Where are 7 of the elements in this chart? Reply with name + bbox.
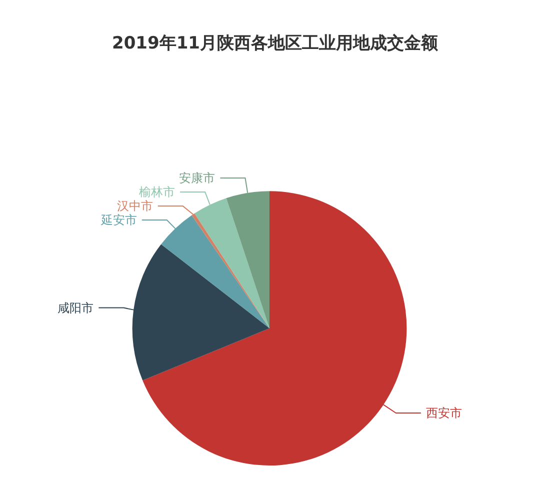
slice-label: 西安市 (426, 406, 462, 420)
slice-label: 榆林市 (139, 185, 176, 200)
slice-label: 汉中市 (116, 199, 153, 214)
chart-title: 2019年11月陕西各地区工业用地成交金额 (112, 34, 439, 54)
slice-label: 安康市 (179, 171, 216, 186)
slice-label: 咸阳市 (58, 300, 94, 315)
slice-label: 延安市 (100, 213, 137, 228)
